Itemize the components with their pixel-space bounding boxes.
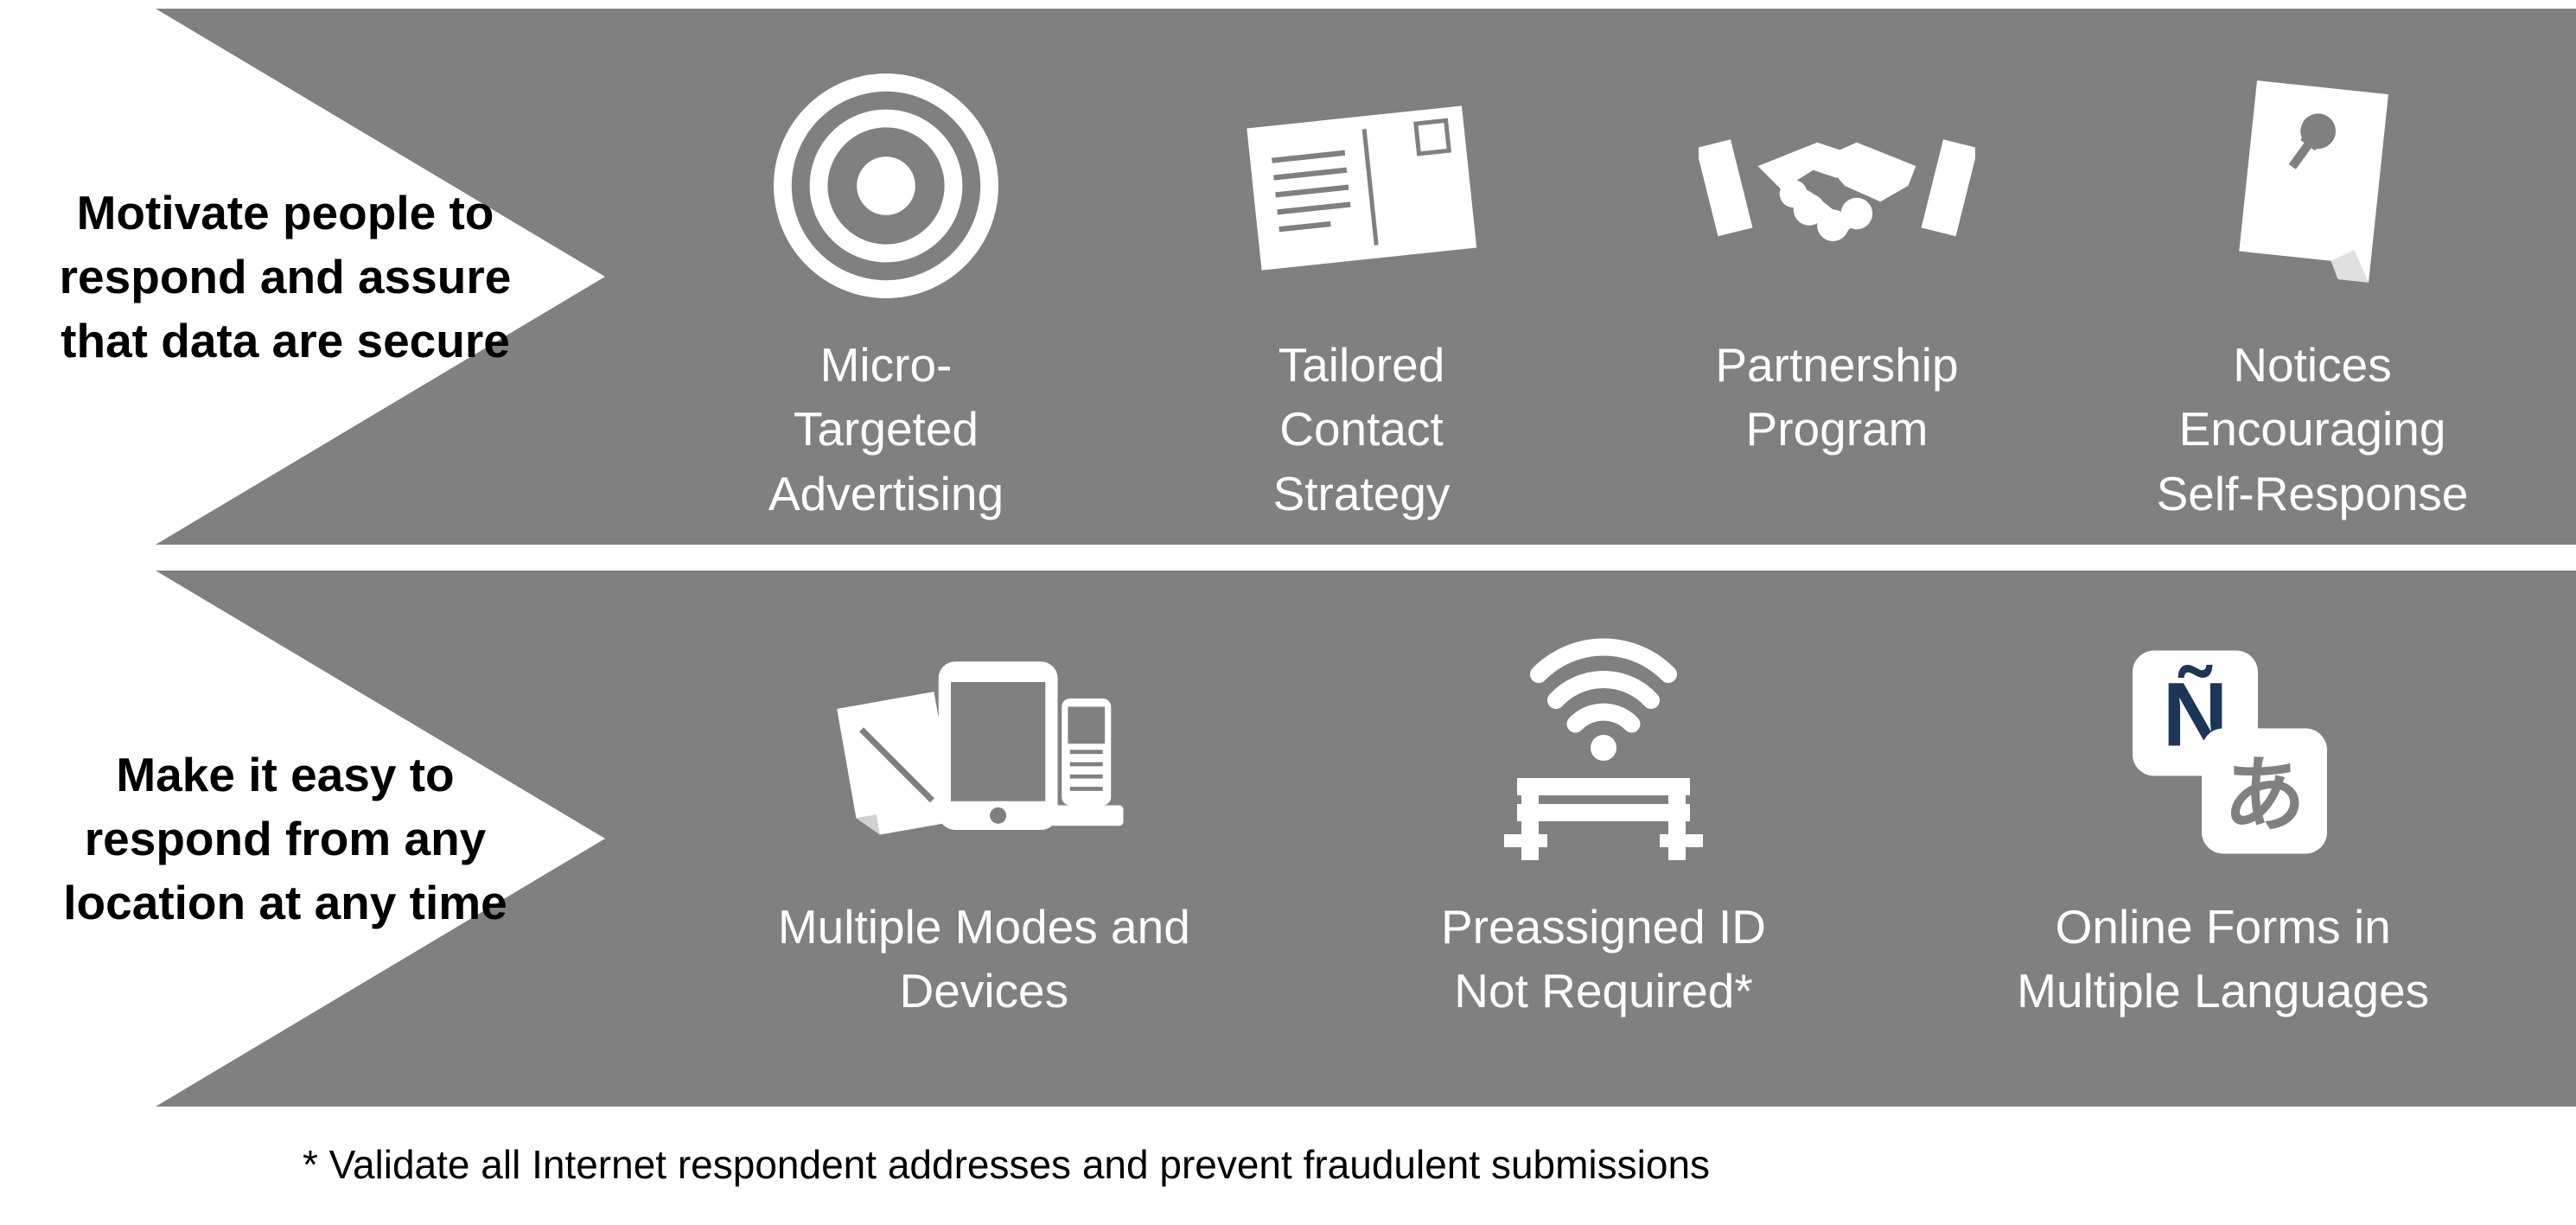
handshake-icon	[1699, 48, 1975, 324]
postcard-icon	[1232, 48, 1491, 324]
item-label: Partnership Program	[1715, 333, 1958, 462]
item-multiple-modes: Multiple Modes and Devices	[674, 571, 1294, 1024]
wifi-bench-icon	[1465, 609, 1742, 886]
row-items: Micro- Targeted Advertising	[648, 9, 2550, 545]
infographic-row-2: Make it easy to respond from any locatio…	[0, 571, 2576, 1107]
item-label: Preassigned ID Not Required*	[1441, 895, 1766, 1024]
item-micro-targeted: Micro- Targeted Advertising	[648, 9, 1124, 526]
item-label: Tailored Contact Strategy	[1273, 333, 1451, 526]
item-preassigned-id: Preassigned ID Not Required*	[1294, 571, 1914, 1024]
item-label: Notices Encouraging Self-Response	[2157, 333, 2469, 526]
footnote: * Validate all Internet respondent addre…	[303, 1141, 1710, 1188]
item-partnership: Partnership Program	[1599, 9, 2075, 462]
item-label: Online Forms in Multiple Languages	[2017, 895, 2429, 1024]
item-label: Multiple Modes and Devices	[778, 895, 1190, 1024]
item-languages: Ñ あ Online Forms in Multiple Languages	[1913, 571, 2533, 1024]
pinned-note-icon	[2200, 48, 2425, 324]
item-label: Micro- Targeted Advertising	[768, 333, 1004, 526]
item-tailored-contact: Tailored Contact Strategy	[1124, 9, 1599, 526]
infographic-row-1: Motivate people to respond and assure th…	[0, 9, 2576, 545]
row-items: Multiple Modes and Devices Preassigned I…	[674, 571, 2533, 1107]
row-label: Motivate people to respond and assure th…	[0, 9, 571, 545]
row-label: Make it easy to respond from any locatio…	[0, 571, 571, 1107]
languages-icon: Ñ あ	[2094, 609, 2353, 886]
devices-icon	[819, 609, 1148, 886]
svg-text:あ: あ	[2223, 750, 2305, 842]
item-notices: Notices Encouraging Self-Response	[2075, 9, 2550, 526]
target-icon	[774, 48, 998, 324]
